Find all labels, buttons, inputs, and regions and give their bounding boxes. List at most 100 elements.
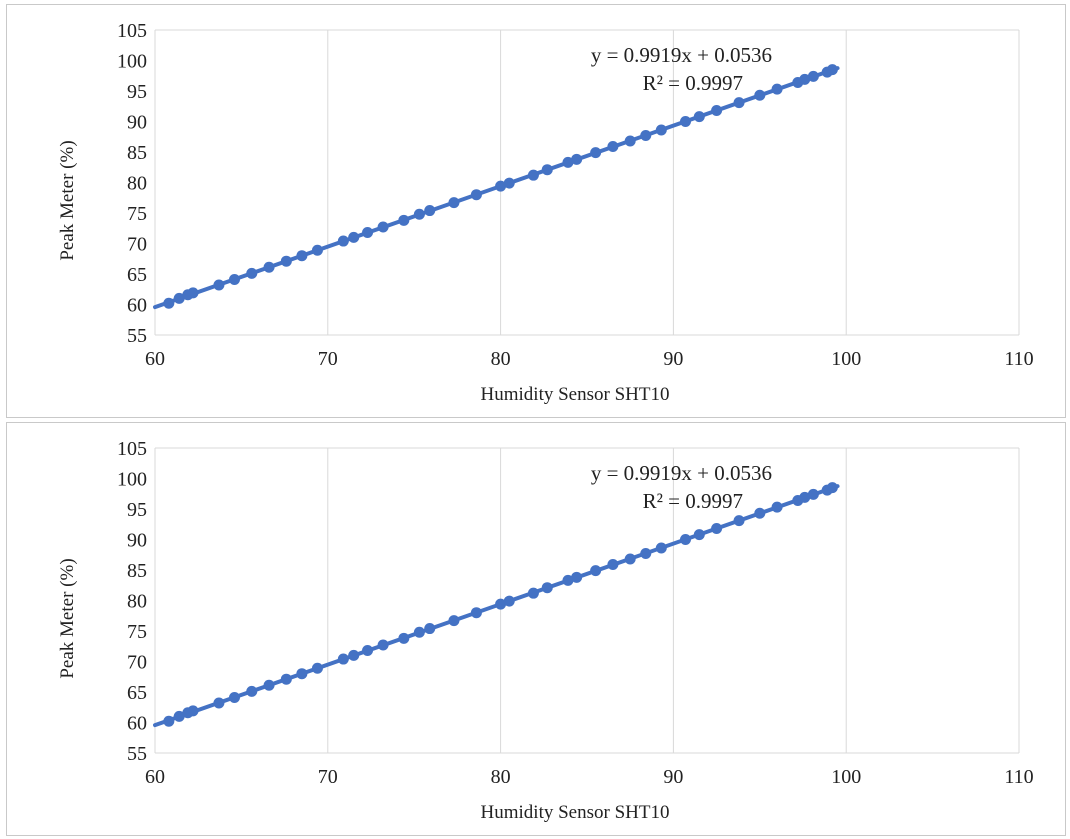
data-point — [571, 153, 583, 165]
data-point — [503, 177, 515, 189]
data-point — [337, 235, 349, 247]
y-tick-label: 95 — [127, 81, 147, 103]
data-point — [424, 623, 436, 635]
data-point — [495, 598, 507, 610]
data-point — [733, 515, 745, 527]
y-tick-label: 100 — [117, 469, 147, 491]
y-tick-label: 105 — [117, 438, 147, 460]
data-point — [527, 169, 539, 181]
x-tick-label: 90 — [663, 766, 683, 788]
data-point — [771, 83, 783, 95]
data-point — [413, 208, 425, 220]
data-point — [826, 64, 838, 76]
y-tick-label: 95 — [127, 499, 147, 521]
y-tick-label: 85 — [127, 142, 147, 164]
data-point — [679, 534, 691, 545]
data-point — [470, 189, 482, 201]
y-tick-label: 70 — [127, 652, 147, 674]
data-point — [246, 267, 258, 279]
data-point — [503, 595, 515, 607]
data-point — [495, 180, 507, 192]
data-point — [337, 653, 349, 665]
data-point — [348, 231, 360, 243]
y-axis-title: Peak Meter (%) — [57, 558, 78, 678]
data-point — [640, 548, 652, 560]
data-point — [799, 491, 811, 503]
data-point — [607, 141, 619, 153]
y-tick-label: 65 — [127, 264, 147, 286]
y-axis-title: Peak Meter (%) — [57, 140, 78, 260]
scatter-chart-top: 60 70 80 90 100 110556065707580859095100105Hu… — [57, 20, 1034, 405]
x-tick-label: 70 — [318, 766, 338, 788]
data-point — [590, 565, 602, 577]
data-point — [679, 116, 691, 127]
data-point — [541, 164, 553, 176]
y-tick-label: 75 — [127, 203, 147, 225]
scatter-chart-bottom: 60 70 80 90 100 110556065707580859095100105Hu… — [57, 438, 1034, 823]
x-tick-label: 80 — [491, 766, 511, 788]
x-tick-label: 60 — [145, 348, 165, 370]
data-point — [228, 273, 240, 285]
y-tick-label: 80 — [127, 591, 147, 613]
data-point — [754, 507, 766, 519]
data-point — [296, 250, 308, 262]
data-point — [398, 214, 410, 226]
y-tick-label: 80 — [127, 173, 147, 195]
data-point — [280, 255, 292, 267]
data-point — [377, 639, 389, 651]
data-point — [624, 553, 636, 565]
data-point — [187, 287, 199, 299]
data-point — [263, 679, 275, 691]
y-tick-label: 60 — [127, 295, 147, 317]
data-point — [655, 542, 667, 554]
data-point — [280, 673, 292, 685]
x-tick-label: 80 — [491, 348, 511, 370]
x-tick-label: 100 — [831, 348, 861, 370]
y-tick-label: 70 — [127, 234, 147, 256]
y-tick-label: 90 — [127, 530, 147, 552]
data-point — [424, 205, 436, 217]
y-tick-label: 100 — [117, 51, 147, 73]
data-point — [296, 668, 308, 680]
data-point — [624, 135, 636, 147]
y-tick-label: 65 — [127, 682, 147, 704]
data-point — [640, 130, 652, 142]
data-point — [527, 587, 539, 599]
data-point — [413, 626, 425, 638]
data-point — [807, 70, 819, 82]
y-tick-label: 90 — [127, 112, 147, 134]
data-point — [711, 105, 723, 117]
data-point — [213, 279, 225, 291]
data-point — [799, 73, 811, 85]
chart-panel-top: 60 70 80 90 100 110 55 60 65 70 75 80 85 90 95 100 105 Hu… — [6, 4, 1066, 418]
data-point — [213, 697, 225, 709]
x-tick-label: 70 — [318, 348, 338, 370]
data-point — [733, 97, 745, 109]
y-tick-label: 85 — [127, 560, 147, 582]
data-point — [571, 571, 583, 583]
data-point — [448, 197, 460, 209]
x-axis-title: Humidity Sensor SHT10 — [481, 384, 670, 405]
y-tick-label: 105 — [117, 20, 147, 42]
y-tick-label: 60 — [127, 713, 147, 735]
data-point — [173, 292, 185, 304]
r-squared-label: R² = 0.9997 — [643, 71, 743, 95]
data-point — [562, 156, 574, 168]
data-point — [711, 523, 723, 535]
data-point — [470, 607, 482, 619]
data-point — [263, 261, 275, 273]
data-point — [377, 221, 389, 233]
data-point — [693, 529, 705, 541]
data-point — [590, 147, 602, 159]
trendline-equation: y = 0.9919x + 0.0536 — [591, 461, 772, 485]
data-point — [655, 124, 667, 136]
r-squared-label: R² = 0.9997 — [643, 489, 743, 513]
data-point — [754, 89, 766, 101]
trendline-equation: y = 0.9919x + 0.0536 — [591, 43, 772, 67]
data-point — [362, 227, 374, 239]
data-point — [826, 482, 838, 494]
x-tick-label: 60 — [145, 766, 165, 788]
x-tick-label: 110 — [1004, 766, 1033, 788]
data-point — [311, 244, 323, 256]
data-point — [771, 501, 783, 513]
